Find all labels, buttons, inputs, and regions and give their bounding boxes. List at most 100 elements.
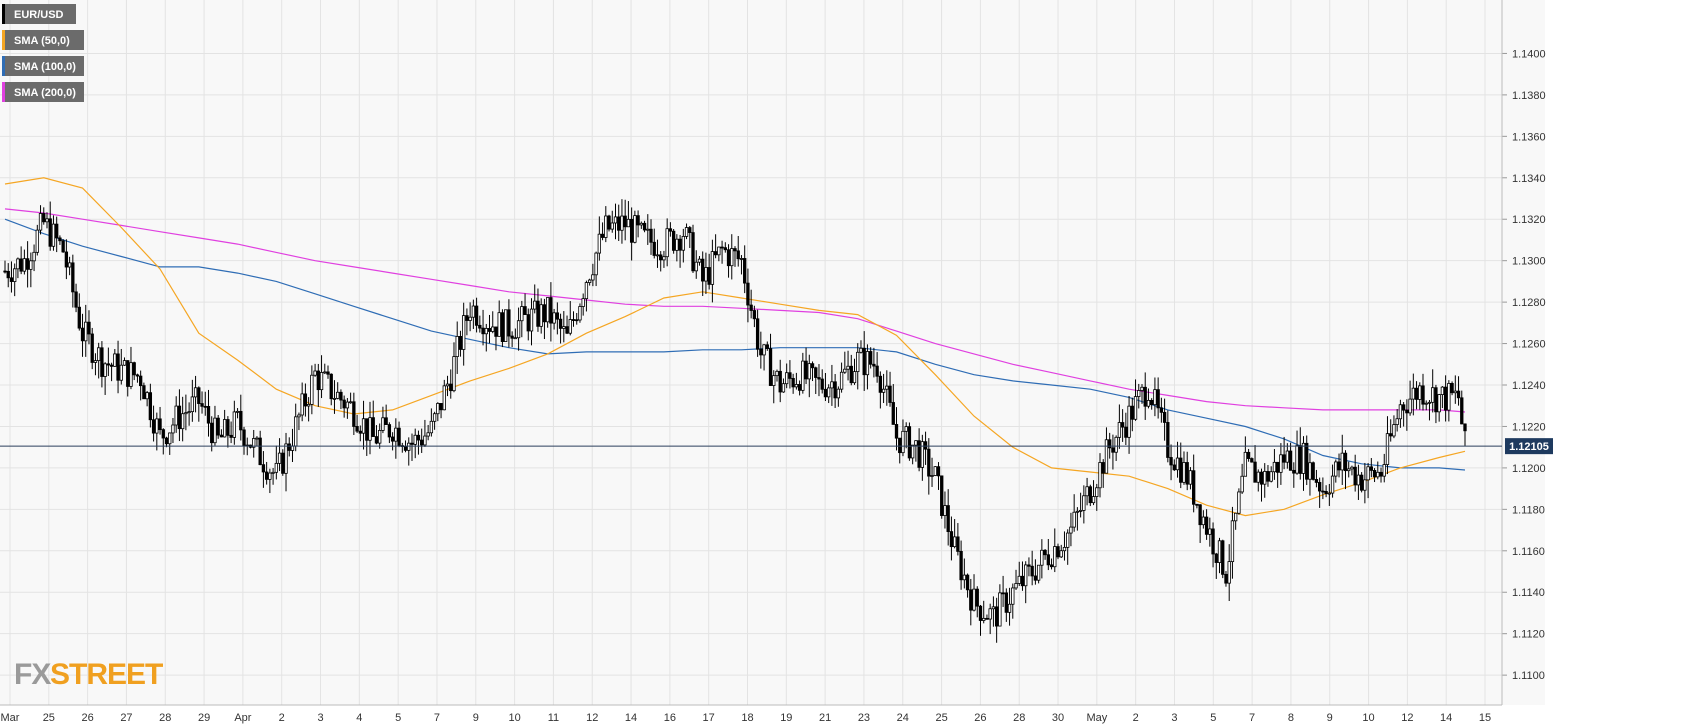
candle-up — [168, 432, 172, 445]
candle-down — [1421, 385, 1425, 405]
candle-up — [452, 356, 456, 392]
candle-up — [190, 396, 195, 413]
candle-up — [1075, 510, 1080, 513]
candle-up — [991, 606, 996, 610]
candle-down — [623, 215, 627, 228]
candle-down — [736, 250, 740, 260]
candle-up — [1053, 546, 1057, 568]
candle-up — [943, 505, 947, 516]
candle-down — [458, 336, 463, 350]
candle-up — [1036, 564, 1041, 581]
candle-down — [1460, 397, 1464, 425]
candle-down — [1033, 575, 1038, 581]
candle-up — [462, 315, 466, 350]
candle-up — [1066, 532, 1070, 548]
candle-up — [13, 268, 17, 282]
x-tick-label: Apr — [234, 712, 251, 724]
candle-up — [1279, 454, 1283, 473]
candle-up — [310, 374, 314, 405]
y-tick-label: 1.1100 — [1512, 670, 1545, 682]
candle-up — [432, 413, 437, 422]
candle-down — [720, 246, 724, 249]
candle-down — [1463, 423, 1467, 432]
candle-down — [226, 419, 230, 436]
candle-up — [429, 420, 434, 434]
candle-down — [723, 247, 727, 251]
candle-down — [936, 466, 941, 477]
candle-up — [1424, 402, 1428, 405]
candle-up — [1437, 394, 1441, 413]
candle-down — [956, 536, 960, 552]
candle-up — [1175, 457, 1180, 471]
candle-down — [42, 213, 46, 223]
candle-up — [846, 365, 850, 370]
candle-up — [1327, 492, 1331, 495]
candle-down — [862, 347, 866, 376]
candle-up — [1095, 487, 1099, 497]
candle-down — [1298, 445, 1302, 474]
candle-down — [58, 237, 62, 242]
candle-down — [242, 429, 246, 447]
candle-up — [1237, 491, 1241, 514]
candle-up — [381, 417, 385, 431]
candle-up — [1082, 495, 1086, 511]
candle-down — [969, 589, 973, 611]
candle-down — [558, 318, 563, 329]
y-tick-label: 1.1380 — [1512, 90, 1546, 102]
candle-down — [691, 232, 695, 272]
candle-down — [923, 441, 928, 450]
y-tick-label: 1.1220 — [1512, 421, 1546, 433]
candle-up — [865, 351, 870, 376]
candle-down — [55, 223, 59, 239]
candle-down — [116, 353, 120, 381]
candle-up — [775, 370, 779, 377]
candle-up — [145, 392, 149, 400]
candle-down — [158, 418, 162, 431]
candle-down — [1195, 503, 1199, 506]
candle-up — [1408, 398, 1412, 414]
candle-down — [746, 282, 750, 306]
candle-up — [1017, 575, 1021, 584]
candle-up — [1114, 436, 1118, 453]
legend-swatch — [2, 30, 5, 50]
x-tick-label: 26 — [974, 712, 986, 724]
candle-up — [578, 306, 582, 321]
candle-up — [681, 236, 685, 251]
candle-down — [61, 240, 65, 253]
candle-down — [617, 216, 621, 231]
candle-up — [345, 401, 350, 409]
candle-down — [1001, 592, 1005, 595]
candle-up — [1330, 475, 1335, 494]
candle-down — [1450, 383, 1454, 394]
candle-down — [326, 371, 330, 375]
legend-label: EUR/USD — [14, 9, 64, 21]
candle-up — [51, 223, 56, 247]
candle-down — [946, 505, 950, 532]
candle-down — [403, 446, 408, 451]
candle-down — [9, 277, 14, 282]
candle-down — [216, 417, 220, 436]
legend[interactable]: EUR/USD SMA (50,0) SMA (100,0) SMA (200,0) — [2, 4, 84, 102]
candle-down — [872, 363, 876, 367]
x-tick-label: 3 — [317, 712, 323, 724]
x-tick-label: 27 — [120, 712, 132, 724]
candle-down — [749, 304, 753, 311]
x-tick-label: 2 — [279, 712, 285, 724]
candle-down — [229, 434, 233, 438]
candle-up — [313, 370, 317, 376]
candle-up — [1133, 396, 1138, 420]
candle-up — [655, 254, 660, 257]
fxstreet-logo: FX STREET — [14, 658, 164, 691]
candle-down — [1359, 474, 1364, 491]
candle-up — [1256, 471, 1260, 483]
candle-down — [1311, 462, 1315, 480]
candle-up — [1411, 387, 1415, 400]
candle-up — [103, 363, 107, 377]
x-tick-label: 18 — [741, 712, 753, 724]
candle-down — [1389, 433, 1393, 437]
candle-up — [361, 418, 366, 434]
candle-up — [662, 256, 666, 261]
candle-up — [646, 228, 650, 231]
